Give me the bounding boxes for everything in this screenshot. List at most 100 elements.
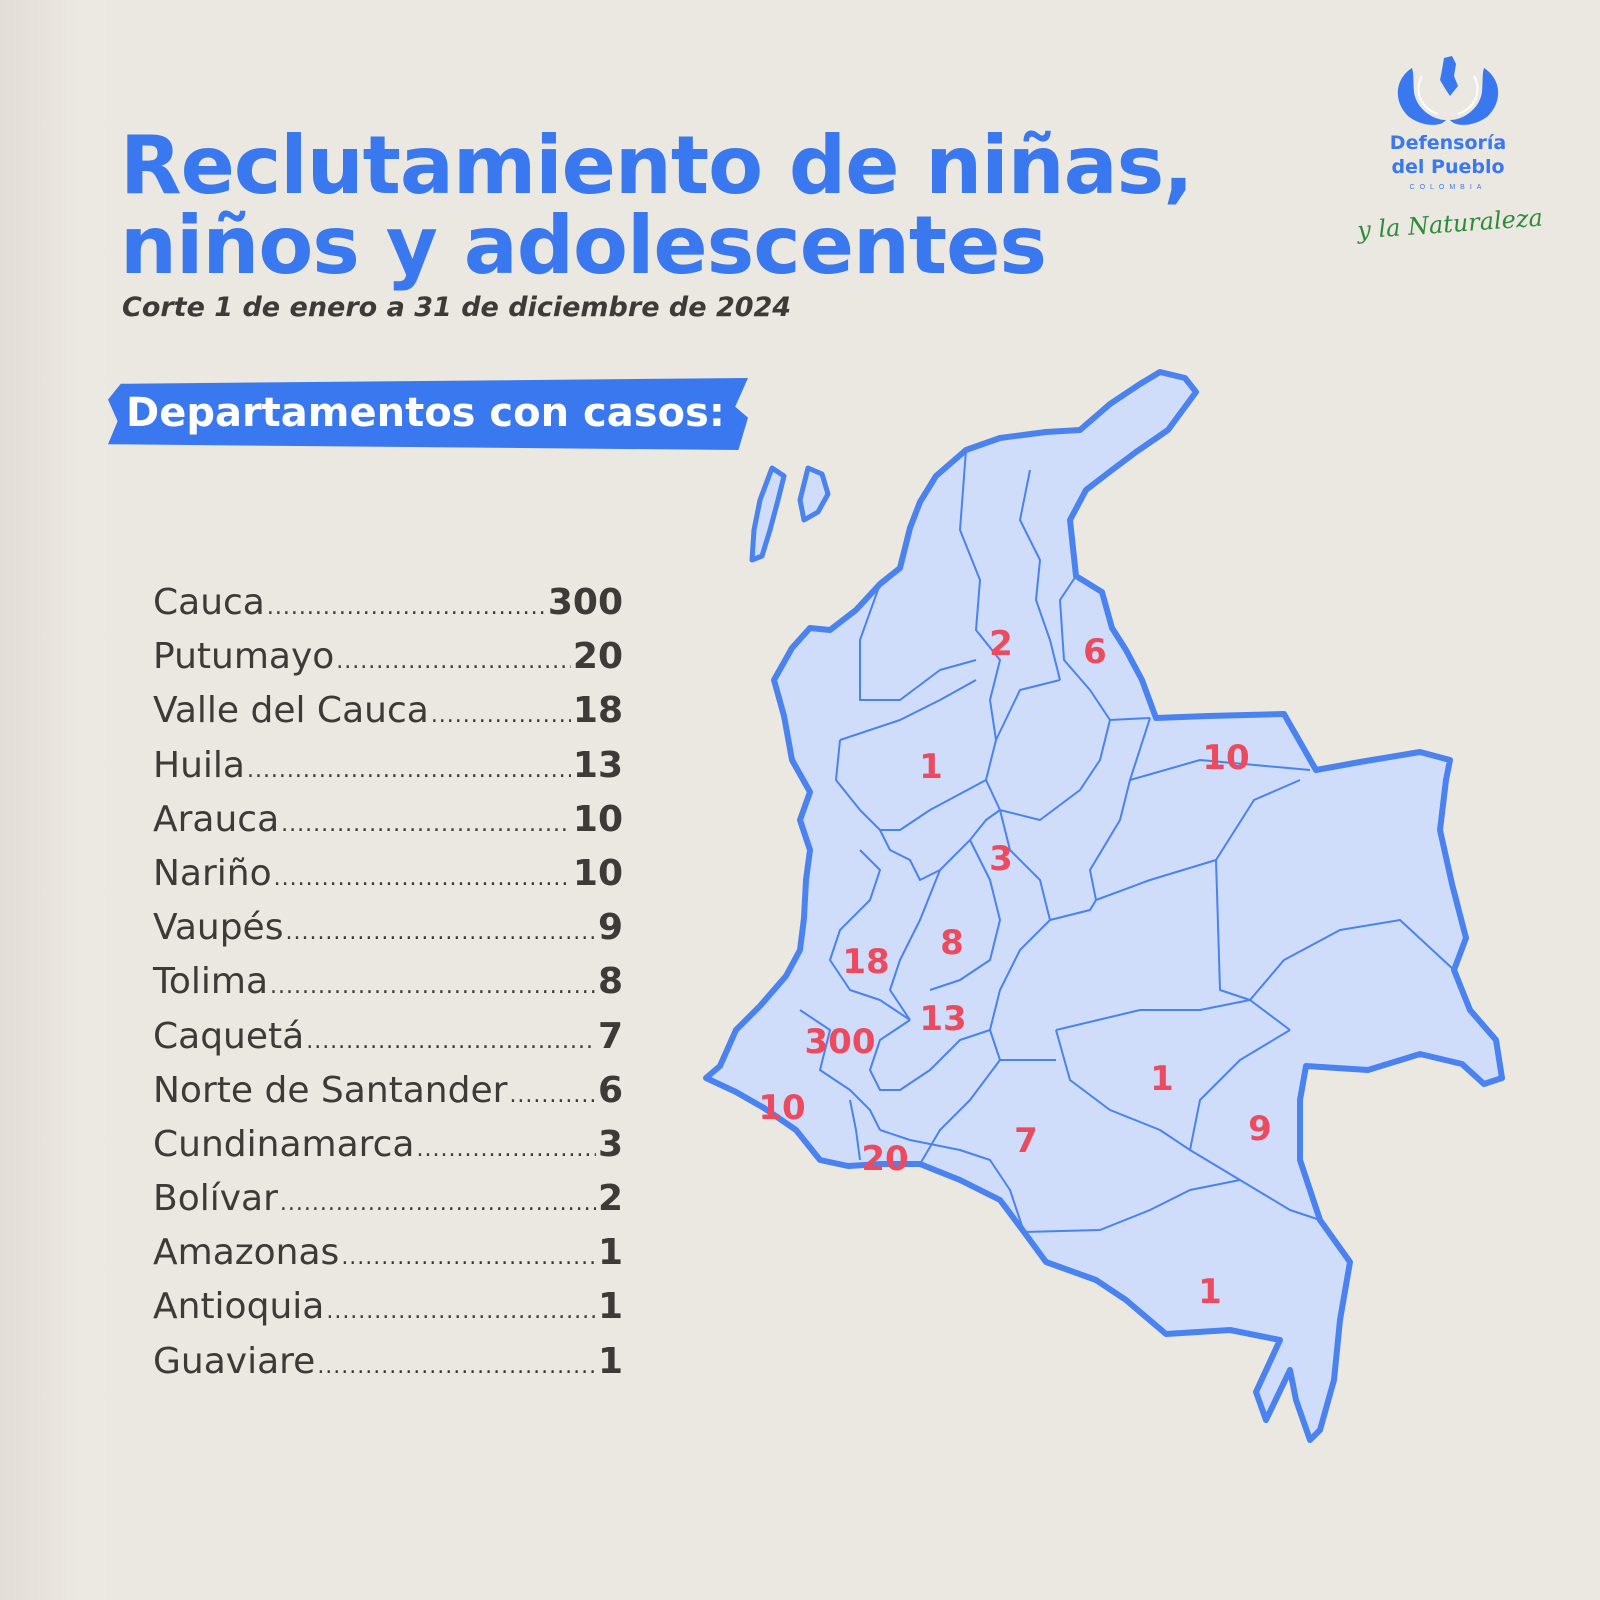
map-label-putumayo: 20 [861, 1139, 908, 1179]
list-item: Cauca 300 [153, 582, 623, 636]
list-item: Caquetá 7 [153, 1016, 623, 1070]
colombia-map: 2 6 10 1 3 8 18 13 300 10 20 7 1 9 1 [703, 369, 1505, 1443]
map-label-vaupes: 9 [1248, 1109, 1272, 1149]
san-andres-island [749, 465, 787, 563]
list-item: Norte de Santander 6 [153, 1070, 623, 1124]
department-name: Valle del Cauca [153, 690, 429, 732]
department-name: Cauca [153, 582, 265, 623]
list-item: Arauca 10 [153, 799, 623, 853]
border-antioquia-cordoba [839, 679, 977, 741]
department-name: Tolima [153, 961, 269, 1003]
map-label-antioquia: 1 [919, 747, 943, 787]
department-count: 13 [572, 744, 623, 786]
department-name: Arauca [153, 798, 280, 840]
border-guaviare-north [1055, 999, 1291, 1031]
border-guaviare-vaupes [1189, 1029, 1291, 1151]
border-cundinamarca-meta [989, 809, 1056, 1061]
dot-leader [336, 649, 571, 674]
logo-motto: y la Naturaleza [1356, 203, 1544, 245]
border-santander-boyaca [985, 719, 1111, 821]
department-count: 7 [597, 1015, 623, 1057]
department-name: Putumayo [153, 636, 335, 678]
dot-leader [306, 1029, 596, 1054]
logo-org-line-1: Defensoría [1389, 132, 1507, 154]
department-count: 18 [572, 690, 623, 732]
section-banner-label: Departamentos con casos: [126, 390, 725, 436]
dot-leader [270, 974, 596, 999]
dot-leader [326, 1299, 596, 1324]
dot-leader [274, 866, 571, 891]
map-label-narino: 10 [758, 1088, 805, 1128]
border-meta-casanare [1049, 899, 1097, 921]
departments-list: Cauca300 Putumayo20 Valle del Cauca18 Hu… [153, 582, 623, 1395]
providencia-island [797, 465, 831, 523]
list-item: Cundinamarca 3 [153, 1124, 623, 1178]
department-count: 1 [597, 1232, 623, 1274]
department-name: Nariño [153, 852, 272, 894]
map-label-valle-del-cauca: 18 [842, 942, 889, 982]
department-count: 6 [597, 1069, 623, 1111]
border-antioquia-bolivar [959, 449, 1001, 781]
dot-leader [341, 1245, 596, 1270]
border-norte-santander [1059, 575, 1151, 721]
section-banner [108, 378, 748, 450]
border-santander-north [995, 679, 1061, 741]
department-name: Vaupés [153, 907, 284, 949]
map-label-huila: 13 [919, 999, 966, 1039]
border-narino-putumayo [849, 1099, 861, 1161]
paper-texture [0, 0, 120, 1600]
list-item: Antioquia 1 [153, 1286, 623, 1340]
department-name: Bolívar [153, 1178, 278, 1220]
department-name: Amazonas [153, 1232, 340, 1274]
border-tolima-east [929, 839, 1001, 991]
border-cordoba-sucre [859, 583, 977, 701]
dot-leader [417, 1137, 596, 1162]
border-vichada-guainia [1215, 859, 1455, 1001]
list-item: Valle del Cauca 18 [153, 690, 623, 744]
dot-leader [247, 758, 571, 783]
border-bolivar-cesar [1019, 469, 1061, 681]
department-name: Guaviare [153, 1340, 316, 1382]
border-guaviare-caqueta [1055, 1029, 1321, 1221]
border-putumayo-caqueta [879, 1129, 1025, 1233]
department-borders [799, 449, 1455, 1233]
dot-leader [285, 920, 595, 945]
dot-leader [267, 595, 546, 620]
page-title: Reclutamiento de niñas, niños y adolesce… [120, 126, 1194, 292]
department-count: 300 [547, 582, 623, 623]
dot-leader [281, 812, 571, 837]
map-label-tolima: 8 [940, 923, 964, 963]
border-arauca-casanare [1129, 759, 1311, 781]
list-item: Amazonas 1 [153, 1232, 623, 1286]
title-line-2: niños y adolescentes [120, 199, 1047, 292]
map-labels: 2 6 10 1 3 8 18 13 300 10 20 7 1 9 1 [758, 624, 1272, 1312]
department-name: Cundinamarca [153, 1123, 415, 1165]
map-label-norte-de-santander: 6 [1083, 632, 1107, 672]
border-boyaca-casanare [1089, 717, 1151, 901]
dot-leader [280, 1191, 596, 1216]
logo-org-line-2: del Pueblo [1391, 156, 1505, 178]
department-count: 1 [597, 1286, 623, 1328]
department-count: 10 [572, 798, 623, 840]
department-name: Antioquia [153, 1286, 325, 1328]
department-count: 8 [597, 961, 623, 1003]
border-eje-cafetero [879, 829, 941, 881]
department-name: Norte de Santander [153, 1069, 508, 1111]
colombia-outline [703, 369, 1505, 1443]
map-label-arauca: 10 [1202, 738, 1249, 778]
dot-leader [431, 703, 571, 728]
list-item: Huila 13 [153, 745, 623, 799]
date-range-subtitle: Corte 1 de enero a 31 de diciembre de 20… [122, 292, 792, 323]
department-count: 20 [572, 636, 623, 678]
map-label-cauca: 300 [805, 1022, 876, 1062]
border-caldas-cundinamarca [939, 809, 1001, 871]
map-label-amazonas: 1 [1198, 1272, 1222, 1312]
border-huila [869, 1019, 991, 1091]
border-caqueta-amazonas [1023, 1179, 1241, 1233]
list-item: Putumayo 20 [153, 636, 623, 690]
hands-emblem-icon [1397, 56, 1499, 125]
border-cauca-narino [799, 1009, 881, 1131]
list-item: Guaviare 1 [153, 1341, 623, 1395]
department-count: 1 [597, 1340, 623, 1382]
department-count: 9 [597, 907, 623, 949]
